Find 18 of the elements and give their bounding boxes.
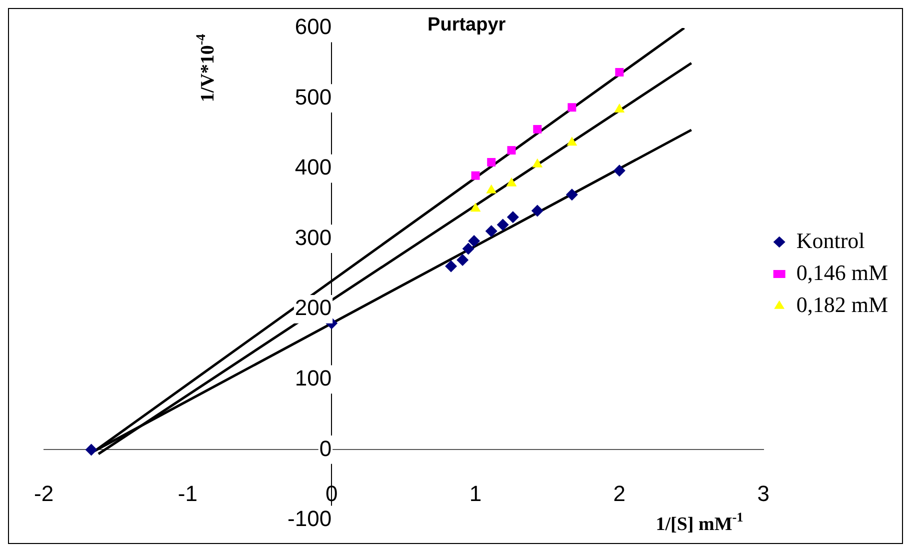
y-tick-label: 500 [294, 84, 332, 110]
y-tick-label: 300 [294, 224, 332, 250]
y-tick-label: 100 [294, 365, 332, 390]
legend-label: Kontrol [796, 228, 865, 253]
y-axis-title: 1/V*10-4 [193, 34, 219, 102]
y-tick-label: 200 [294, 295, 332, 320]
y-tick-label: 600 [294, 14, 332, 40]
y-tick-label: -100 [288, 506, 332, 532]
x-tick-label: 1 [469, 480, 482, 506]
y-tick-label: 400 [294, 154, 332, 180]
legend-label: 0,182 mM [796, 292, 888, 317]
legend-label: 0,146 mM [796, 260, 888, 285]
x-tick-label: -2 [34, 480, 54, 506]
chart-title: Purtapyr [428, 14, 506, 36]
x-tick-label: 2 [613, 480, 626, 506]
y-tick-label: 0 [319, 436, 332, 461]
x-tick-label: -1 [178, 480, 198, 506]
x-tick-label: 3 [757, 480, 770, 506]
